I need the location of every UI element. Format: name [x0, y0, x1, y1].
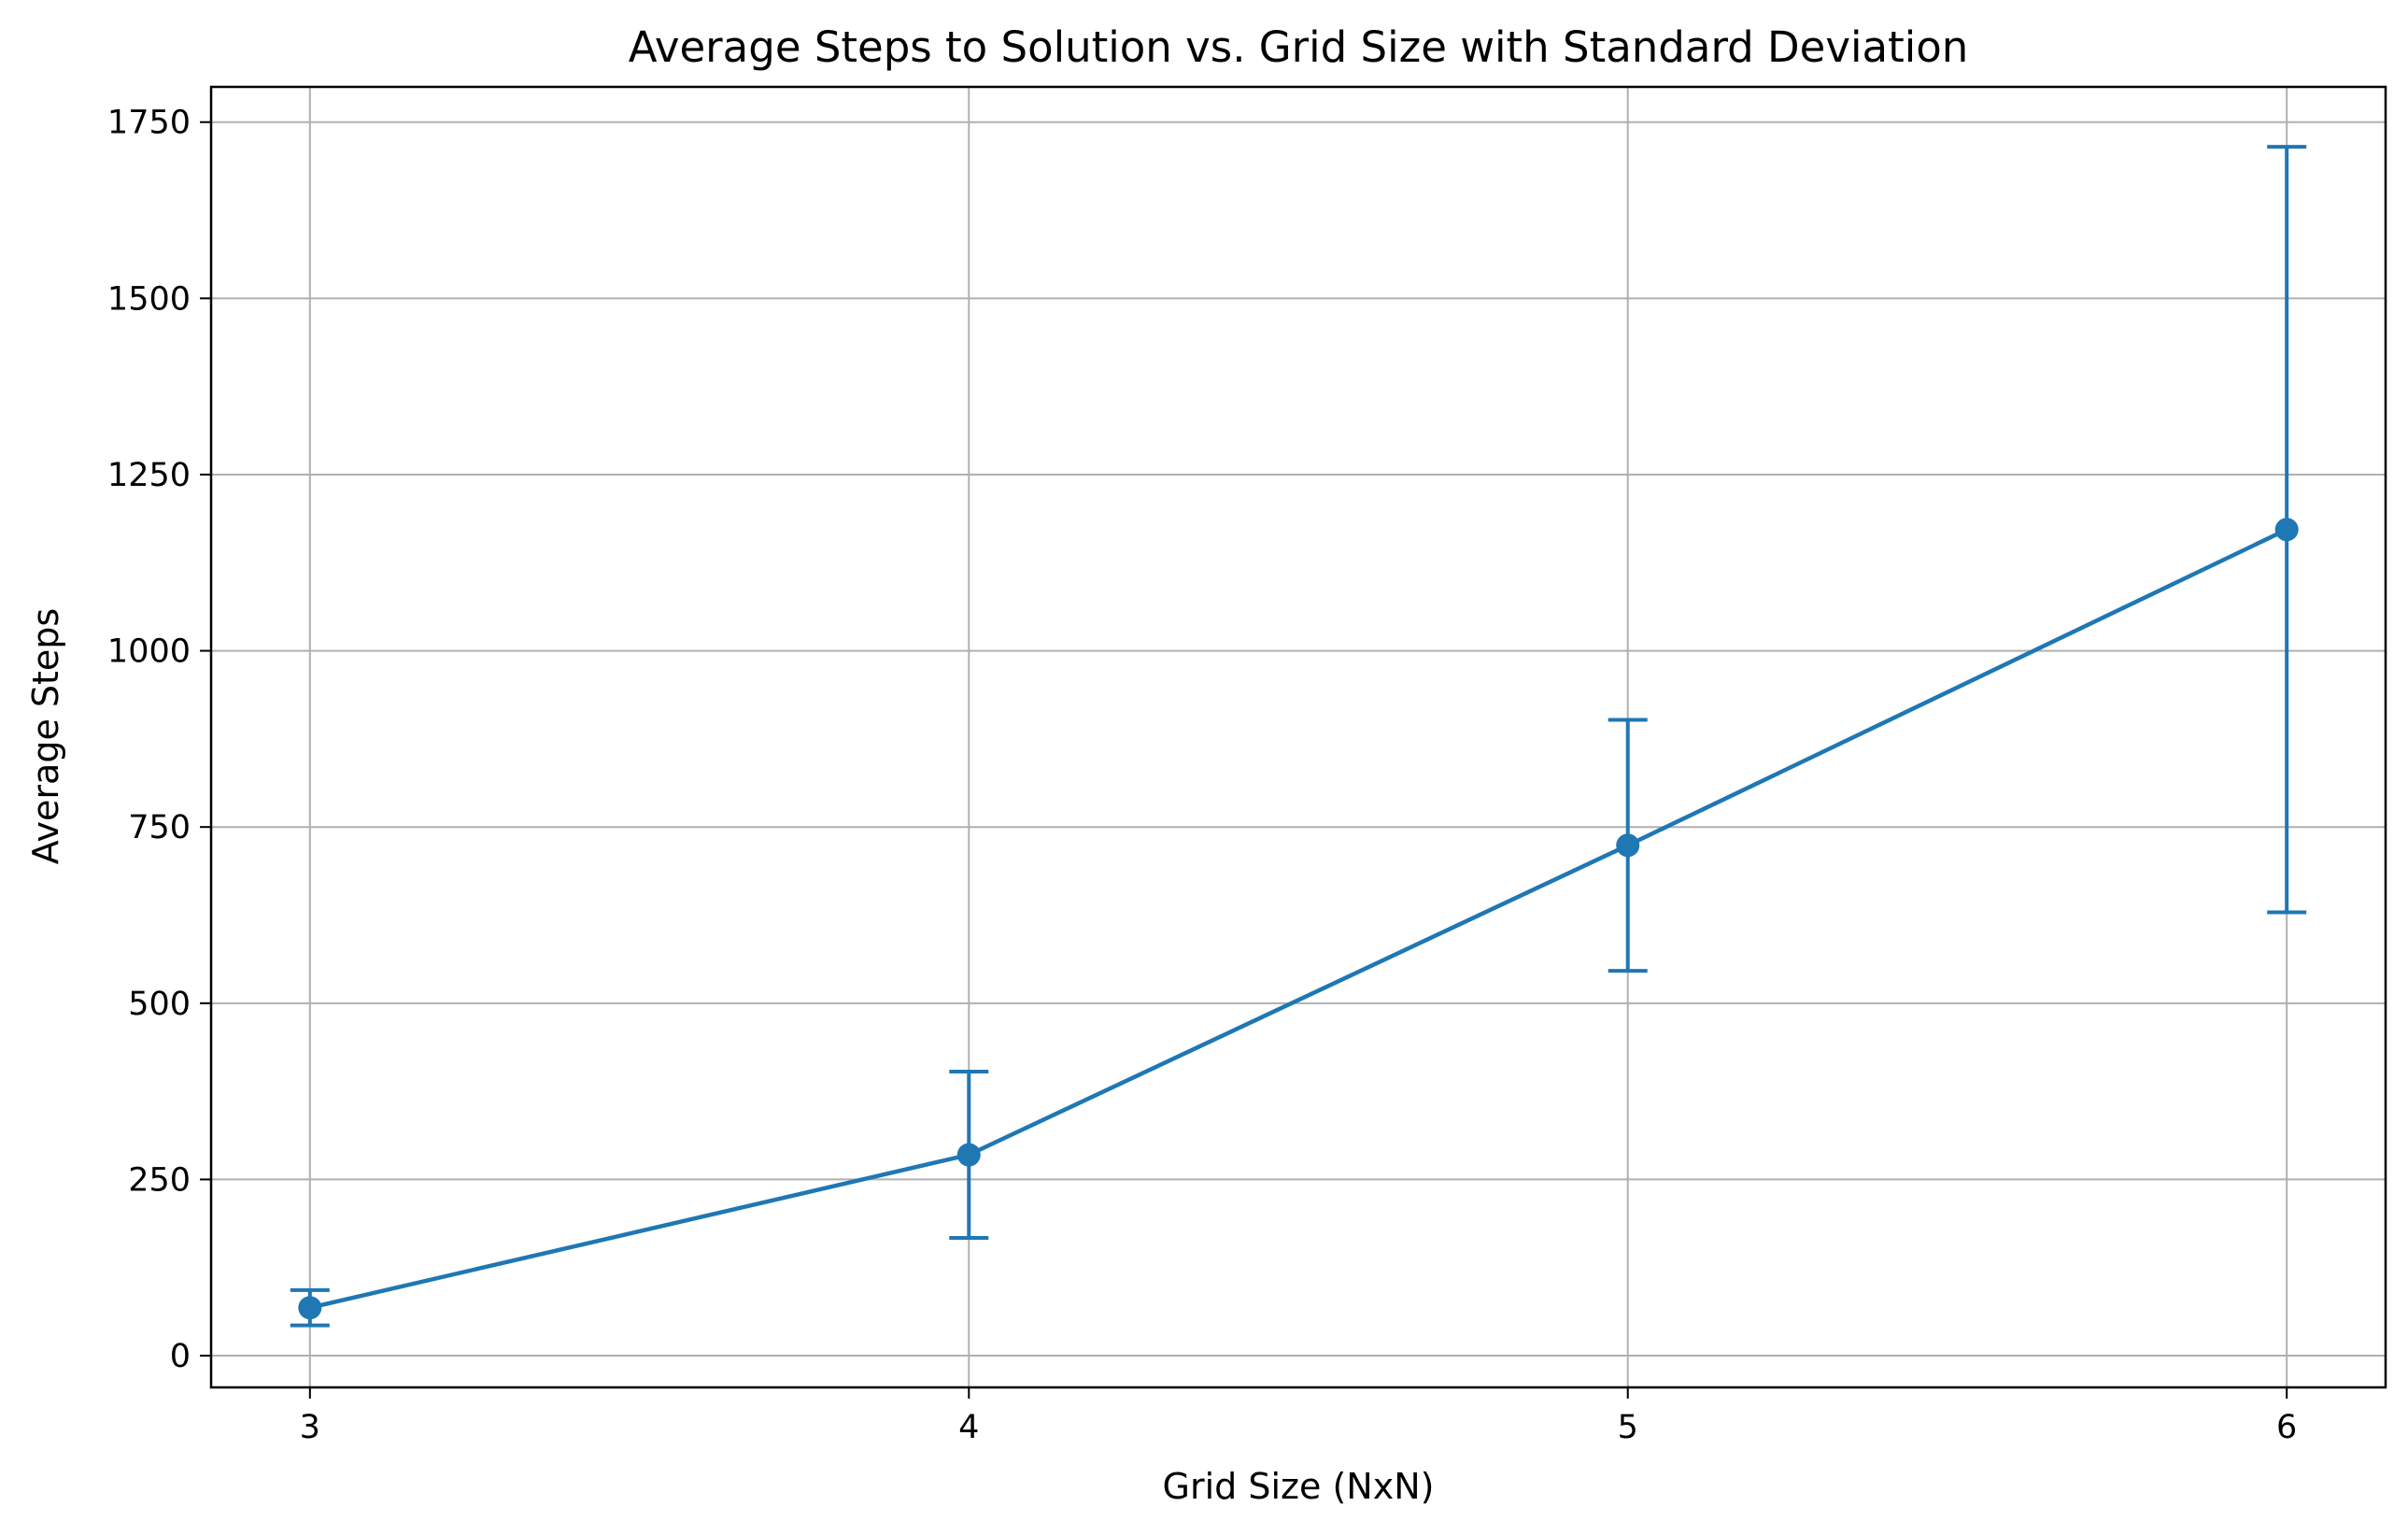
x-tick-label: 3	[300, 1409, 320, 1446]
y-tick-label: 1250	[107, 457, 191, 494]
x-tick-label: 4	[958, 1409, 979, 1446]
data-point	[956, 1143, 981, 1167]
y-tick-label: 0	[170, 1338, 191, 1375]
data-point	[298, 1296, 322, 1320]
x-tick-label: 5	[1618, 1409, 1638, 1446]
y-tick-label: 750	[128, 809, 191, 846]
data-point	[2274, 518, 2299, 542]
y-tick-label: 1000	[107, 633, 191, 671]
plot-frame	[209, 85, 2387, 1389]
y-axis-label: Average Steps	[25, 608, 66, 864]
x-tick-label: 6	[2276, 1409, 2297, 1446]
chart-title: Average Steps to Solution vs. Grid Size …	[629, 22, 1969, 72]
series-line	[309, 527, 2288, 1310]
data-point	[1616, 833, 1640, 858]
y-tick-label: 1500	[107, 280, 191, 318]
x-axis-label: Grid Size (NxN)	[1163, 1466, 1435, 1507]
y-tick-label: 500	[128, 986, 191, 1023]
y-tick-label: 250	[128, 1161, 191, 1199]
grid-layer	[211, 87, 2386, 1387]
series-layer	[290, 145, 2307, 1328]
tick-layer: 3 4 5 6 0 250 500 750 1000 1250 1500 1750	[107, 105, 2297, 1446]
y-tick-label: 1750	[107, 105, 191, 142]
